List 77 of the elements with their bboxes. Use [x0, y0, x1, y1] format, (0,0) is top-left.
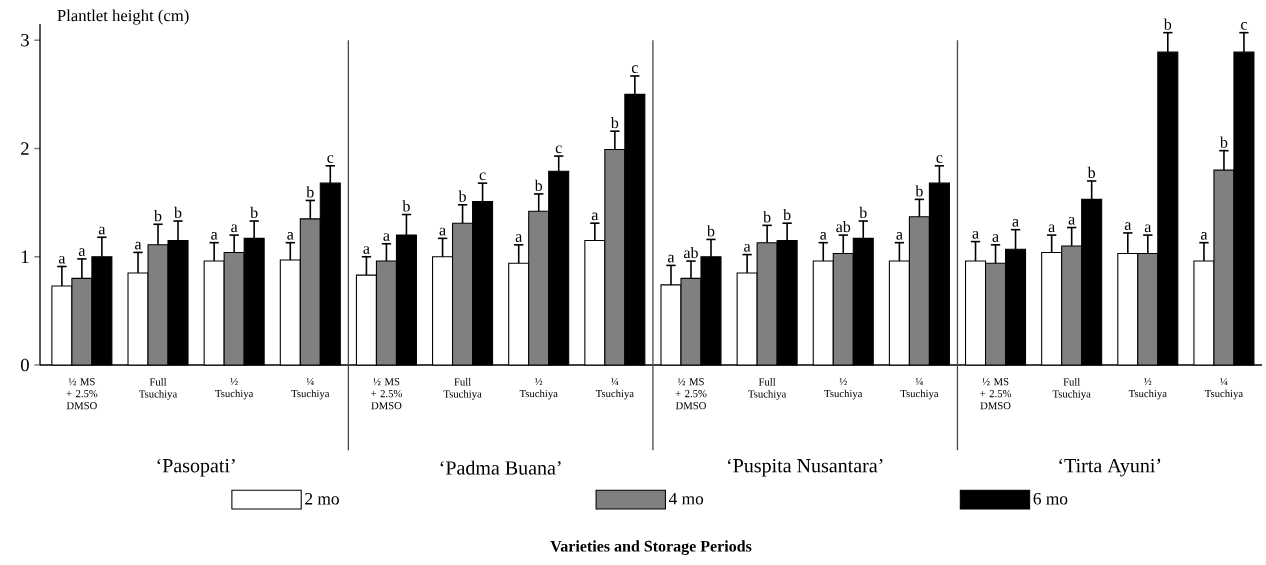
data-label: a: [231, 224, 238, 233]
data-label: b: [458, 190, 466, 202]
y-tick-label: 0: [20, 358, 29, 372]
x-tick-label: ¼ Tsuchiya: [595, 378, 634, 400]
x-tick-label: ¼ Tsuchiya: [1204, 378, 1243, 400]
data-label: a: [383, 233, 390, 241]
x-tick-label: ¼ Tsuchiya: [291, 378, 330, 400]
data-label: c: [631, 65, 638, 74]
x-tick-label: Full Tsuchiya: [1052, 378, 1091, 400]
data-label: a: [820, 232, 827, 240]
data-label: a: [744, 243, 751, 252]
data-label: a: [992, 234, 999, 242]
data-label: a: [1048, 224, 1055, 233]
legend-label: 2 mo: [305, 492, 339, 505]
data-label: b: [783, 208, 791, 221]
x-tick-label: ½ MS + 2.5% DMSO: [980, 378, 1012, 410]
legend-label: 6 mo: [1033, 492, 1068, 505]
data-label: b: [1163, 18, 1172, 30]
data-label: a: [439, 227, 446, 236]
x-tick-label: Full Tsuchiya: [748, 378, 787, 400]
data-label: a: [98, 226, 106, 235]
text: ‘Pasopati’: [157, 458, 235, 477]
text: ‘Puspita Nusantara’: [727, 458, 883, 477]
y-tick-label: 2: [21, 142, 29, 155]
data-label: a: [58, 255, 66, 264]
data-label: b: [534, 179, 543, 192]
x-tick-label: ½ Tsuchiya: [519, 378, 558, 400]
text: ‘Padma Buana’: [440, 460, 561, 475]
x-tick-label: ½ Tsuchiya: [215, 378, 254, 400]
data-label: b: [154, 210, 162, 222]
x-tick-label: ½ MS + 2.5% DMSO: [675, 378, 707, 410]
data-label: a: [896, 232, 903, 240]
y-tick-label: 3: [21, 33, 29, 47]
data-label: b: [1219, 136, 1228, 148]
data-label: a: [78, 248, 86, 256]
data-label: b: [859, 206, 867, 219]
data-label: c: [1241, 22, 1247, 30]
data-label: b: [763, 211, 771, 223]
text: Varieties and Storage Periods: [550, 540, 752, 555]
data-label: b: [706, 225, 715, 237]
data-label: a: [1200, 232, 1208, 240]
x-tick-label: ½ Tsuchiya: [824, 378, 863, 400]
data-label: a: [1144, 224, 1152, 233]
x-tick-label: ¼ Tsuchiya: [900, 378, 939, 400]
data-label: a: [668, 254, 675, 263]
data-label: b: [610, 116, 619, 129]
data-label: b: [915, 185, 923, 197]
y-tick-label: 1: [21, 250, 29, 263]
data-label: ab: [684, 246, 698, 259]
data-label: a: [515, 234, 523, 242]
x-tick-label: ½ MS + 2.5% DMSO: [371, 378, 402, 410]
data-label: a: [287, 232, 294, 240]
data-label: b: [250, 206, 258, 219]
x-tick-label: Full Tsuchiya: [139, 378, 178, 400]
data-label: a: [1012, 219, 1019, 227]
y-axis-title: Plantlet height (cm): [57, 9, 189, 25]
data-label: c: [327, 155, 334, 163]
data-label: a: [363, 246, 370, 254]
data-label: a: [211, 232, 218, 240]
data-label: ab: [836, 220, 851, 233]
x-tick-label: Full Tsuchiya: [443, 378, 482, 400]
data-label: a: [972, 230, 979, 239]
legend-label: 4 mo: [668, 492, 704, 505]
data-label: c: [936, 155, 943, 163]
x-tick-label: ½ Tsuchiya: [1128, 378, 1167, 400]
data-label: b: [1087, 166, 1096, 179]
x-tick-label: ½ MS + 2.5% DMSO: [66, 378, 98, 410]
data-label: a: [1124, 222, 1132, 230]
data-label: b: [306, 186, 314, 198]
data-label: c: [555, 145, 562, 154]
data-label: b: [174, 206, 182, 219]
data-label: a: [1068, 216, 1075, 225]
data-label: a: [591, 212, 599, 221]
data-label: a: [135, 241, 142, 250]
text: ‘Tirta Ayuni’: [1059, 458, 1161, 477]
data-label: b: [402, 200, 410, 212]
data-label: c: [479, 172, 486, 181]
